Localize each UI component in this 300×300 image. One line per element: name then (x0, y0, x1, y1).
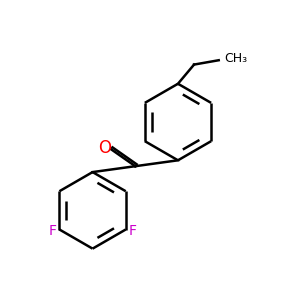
Text: CH₃: CH₃ (224, 52, 247, 65)
Text: F: F (128, 224, 136, 238)
Text: F: F (49, 224, 57, 238)
Text: O: O (98, 139, 111, 157)
